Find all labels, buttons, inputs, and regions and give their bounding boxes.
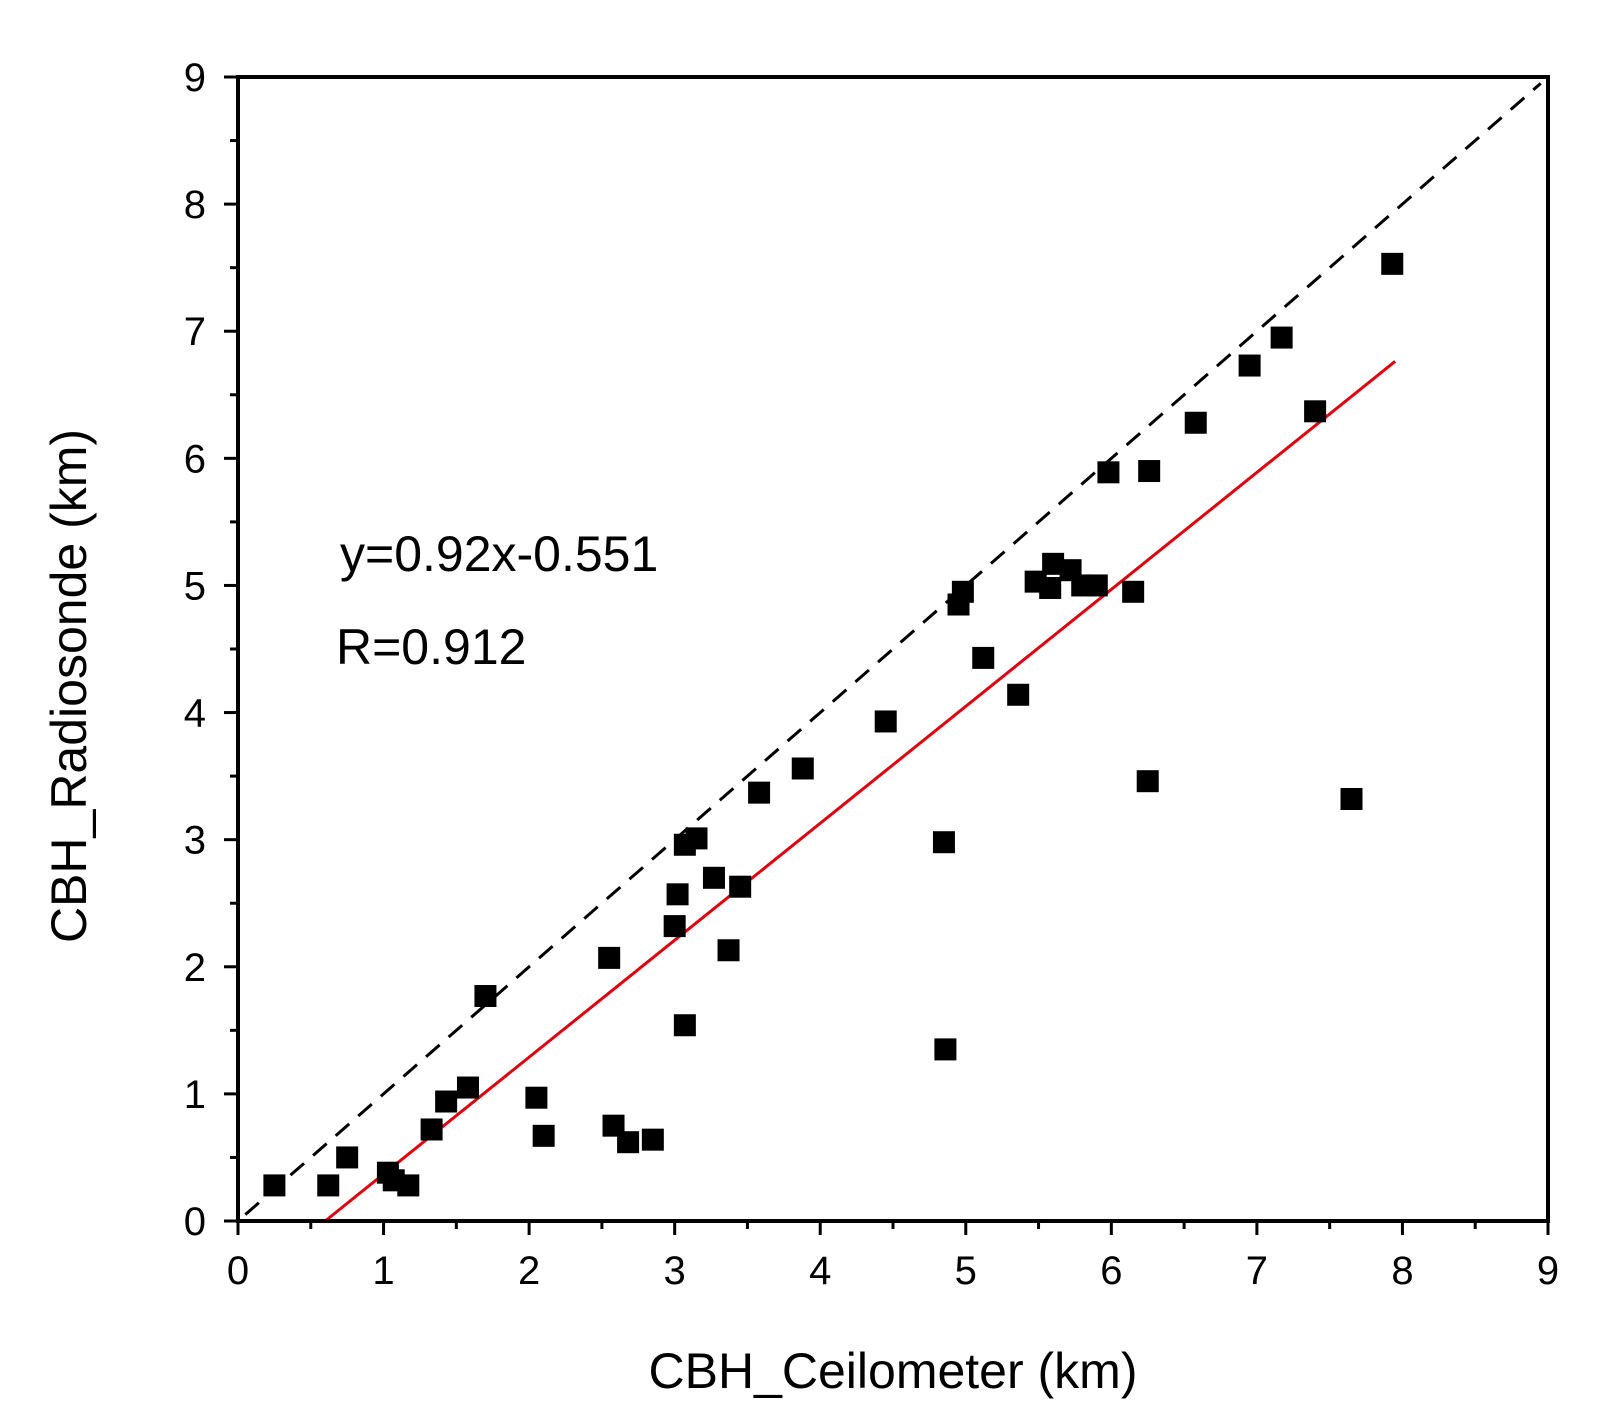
fit-line-layer xyxy=(324,360,1397,1223)
data-points-layer xyxy=(263,252,1404,1197)
data-point xyxy=(525,1086,548,1109)
data-point xyxy=(1042,552,1065,575)
x-tick-label: 8 xyxy=(1391,1249,1413,1293)
data-point xyxy=(1136,770,1159,793)
y-tick-label: 4 xyxy=(184,692,206,736)
data-point xyxy=(717,939,740,962)
data-point xyxy=(748,781,771,804)
data-point xyxy=(951,580,974,603)
data-point xyxy=(673,1014,696,1037)
axis-ticks-layer: 0 1 2 3 4 5 6 7 8 9 0 1 2 3 4 5 6 7 8 9 xyxy=(184,56,1559,1293)
plot-frame xyxy=(236,75,1550,1223)
x-tick-label: 9 xyxy=(1537,1249,1559,1293)
x-axis-title: CBH_Ceilometer (km) xyxy=(649,1343,1138,1399)
x-tick-label: 5 xyxy=(955,1249,977,1293)
y-tick-label: 2 xyxy=(184,946,206,990)
data-point xyxy=(934,1038,957,1061)
x-tick-label: 0 xyxy=(227,1249,249,1293)
y-tick-label: 6 xyxy=(184,437,206,481)
x-tick-label: 4 xyxy=(809,1249,831,1293)
fit-line xyxy=(324,360,1397,1223)
data-point xyxy=(435,1090,458,1113)
data-point xyxy=(420,1118,443,1141)
y-tick-label: 1 xyxy=(184,1073,206,1117)
data-point xyxy=(702,866,725,889)
data-point xyxy=(663,915,686,938)
y-tick-label: 7 xyxy=(184,310,206,354)
data-point xyxy=(336,1146,359,1169)
data-point xyxy=(1304,400,1327,423)
reference-line-layer xyxy=(244,82,1542,1216)
x-tick-label: 7 xyxy=(1246,1249,1268,1293)
data-point xyxy=(602,1114,625,1137)
data-point xyxy=(617,1131,640,1154)
y-tick-label: 9 xyxy=(184,56,206,100)
regression-equation: y=0.92x-0.551 xyxy=(340,526,658,582)
data-point xyxy=(317,1174,340,1197)
x-tick-label: 6 xyxy=(1100,1249,1122,1293)
data-point xyxy=(1238,354,1261,377)
data-point xyxy=(456,1076,479,1099)
data-point xyxy=(791,757,814,780)
data-point xyxy=(1184,411,1207,434)
data-point xyxy=(874,710,897,733)
y-tick-label: 5 xyxy=(184,564,206,608)
y-axis-title: CBH_Radiosonde (km) xyxy=(41,429,97,943)
data-point xyxy=(666,883,689,906)
x-tick-label: 1 xyxy=(372,1249,394,1293)
data-point xyxy=(1138,460,1161,483)
data-point xyxy=(729,875,752,898)
reference-line-1to1 xyxy=(244,82,1542,1216)
data-point xyxy=(932,831,955,854)
data-point xyxy=(1270,326,1293,349)
data-point xyxy=(685,827,708,850)
data-point xyxy=(1085,574,1108,597)
data-point xyxy=(474,985,497,1008)
correlation-coefficient: R=0.912 xyxy=(336,619,526,675)
data-point xyxy=(1097,461,1120,484)
data-point xyxy=(532,1124,555,1147)
data-point xyxy=(263,1174,286,1197)
data-point xyxy=(1381,252,1404,275)
x-tick-label: 3 xyxy=(664,1249,686,1293)
data-point xyxy=(598,946,621,969)
x-tick-label: 2 xyxy=(518,1249,540,1293)
data-point xyxy=(641,1128,664,1151)
data-point xyxy=(972,646,995,669)
y-tick-label: 0 xyxy=(184,1200,206,1244)
y-tick-label: 3 xyxy=(184,819,206,863)
data-point xyxy=(1007,683,1030,706)
data-point xyxy=(1122,580,1145,603)
data-point xyxy=(1340,787,1363,810)
y-tick-label: 8 xyxy=(184,183,206,227)
data-point xyxy=(397,1174,420,1197)
data-point xyxy=(1039,576,1062,599)
